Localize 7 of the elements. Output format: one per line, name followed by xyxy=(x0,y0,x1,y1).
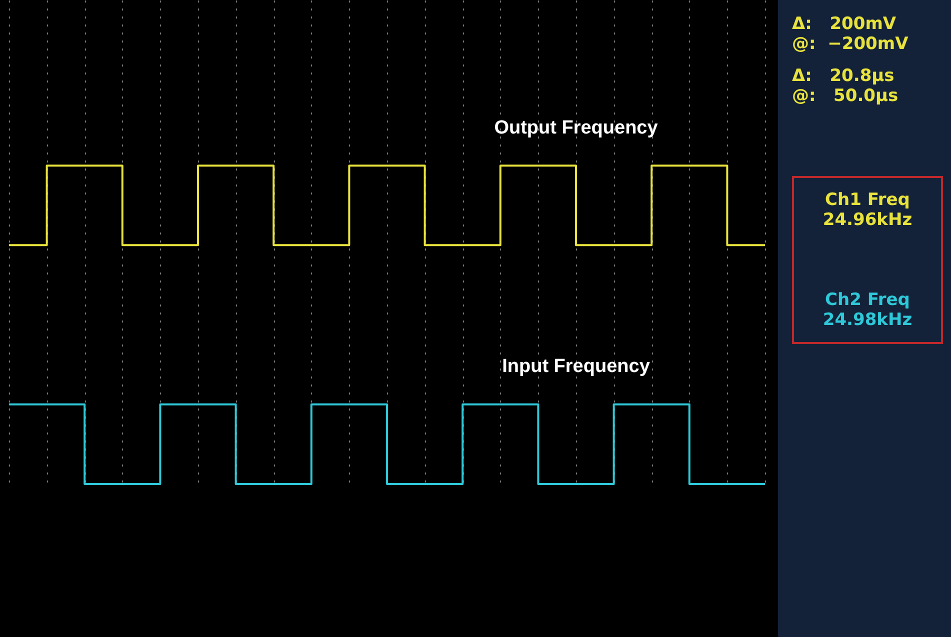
series-label: Output Frequency xyxy=(494,117,658,138)
text: Δ: 200mV xyxy=(792,14,898,34)
text: Δ: 20.8µs xyxy=(792,66,896,86)
text: @: −200mV xyxy=(792,34,910,54)
text: @: 50.0µs xyxy=(792,86,900,106)
series-label: Input Frequency xyxy=(502,356,650,378)
outline-frame: Ch1 Freq 24.96kHz Ch2 Freq 24.98kHz xyxy=(792,176,943,344)
